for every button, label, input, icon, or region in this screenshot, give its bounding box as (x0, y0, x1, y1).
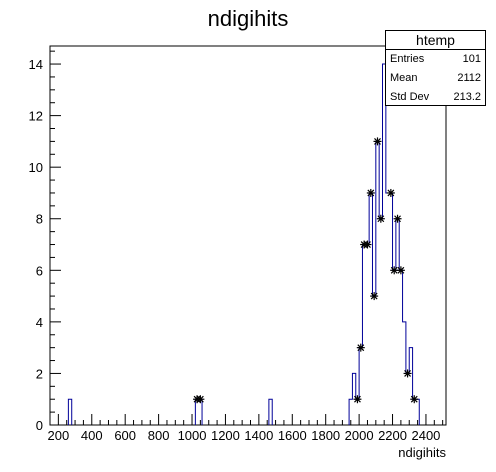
histogram-step (194, 398, 203, 425)
x-tick-label: 1600 (278, 428, 307, 443)
x-tick-label: 200 (48, 428, 70, 443)
x-tick-label: 600 (114, 428, 136, 443)
x-tick-label: 2200 (378, 428, 407, 443)
y-tick-label: 4 (36, 315, 43, 330)
stats-value: 2112 (457, 72, 481, 84)
data-point-marker (390, 266, 399, 275)
y-tick-label: 12 (29, 109, 43, 124)
y-tick-label: 10 (29, 160, 43, 175)
x-tick-label: 800 (148, 428, 170, 443)
x-tick-label: 1200 (211, 428, 240, 443)
stats-title: htemp (386, 31, 485, 50)
stats-row-stddev: Std Dev 213.2 (386, 88, 485, 107)
stats-label: Mean (390, 72, 418, 84)
data-point-marker (356, 343, 365, 352)
plot-frame (49, 45, 447, 426)
x-tick-label: 1800 (311, 428, 340, 443)
data-point-marker (353, 395, 362, 404)
tick-labels: 200 400 600 800 1000 1200 1400 1600 1800 2000 2200… (29, 57, 441, 443)
stats-value: 213.2 (453, 91, 481, 103)
histogram-step (268, 398, 273, 425)
data-point-marker (366, 188, 375, 197)
data-point-marker (370, 292, 379, 301)
data-point-marker (396, 266, 405, 275)
x-tick-label: 2400 (411, 428, 440, 443)
y-tick-label: 2 (36, 366, 43, 381)
stats-row-entries: Entries 101 (386, 50, 485, 69)
chart-title: ndigihits (207, 6, 289, 31)
histogram-step (348, 63, 420, 425)
data-point-marker (196, 395, 205, 404)
x-tick-label: 1400 (244, 428, 273, 443)
x-tick-label: 400 (81, 428, 103, 443)
x-tick-label: 2000 (345, 428, 374, 443)
y-tick-label: 6 (36, 263, 43, 278)
data-point-marker (363, 240, 372, 249)
stats-row-mean: Mean 2112 (386, 69, 485, 88)
histogram-step (67, 398, 73, 425)
data-markers (193, 137, 419, 404)
stats-value: 101 (462, 53, 481, 65)
y-tick-label: 0 (36, 418, 43, 433)
x-axis-label: ndigihits (398, 445, 446, 460)
y-tick-label: 14 (29, 57, 43, 72)
stats-label: Entries (390, 53, 425, 65)
data-point-marker (393, 214, 402, 223)
data-point-marker (376, 214, 385, 223)
data-point-marker (410, 395, 419, 404)
stats-label: Std Dev (390, 91, 430, 103)
stats-box: htemp Entries 101 Mean 2112 Std Dev 213.… (385, 30, 486, 106)
y-tick-label: 8 (36, 212, 43, 227)
axes (49, 45, 447, 426)
data-point-marker (386, 188, 395, 197)
data-point-marker (373, 137, 382, 146)
x-tick-label: 1000 (178, 428, 207, 443)
data-point-marker (403, 369, 412, 378)
